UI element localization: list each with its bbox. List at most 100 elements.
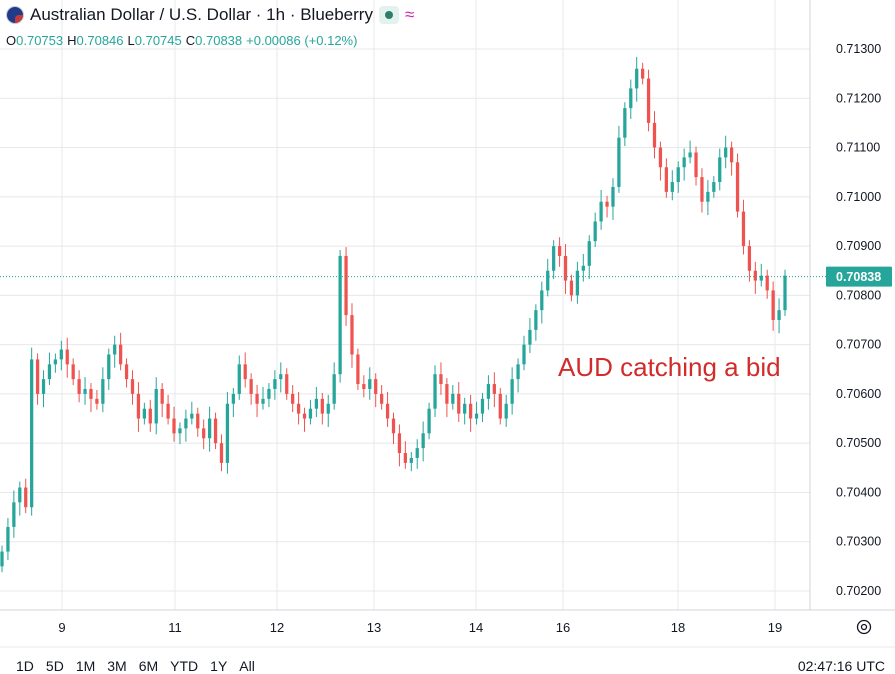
candle-body (332, 374, 336, 404)
range-3m-button[interactable]: 3M (107, 658, 127, 674)
candle-body (486, 384, 491, 399)
candle-body (225, 403, 230, 463)
candle-body (433, 374, 437, 409)
candle-body (0, 551, 4, 567)
candle-body (593, 221, 597, 242)
candle-body (184, 418, 188, 429)
candle-body (474, 413, 479, 419)
candle-body (504, 403, 508, 419)
range-1d-button[interactable]: 1D (16, 658, 34, 674)
candle-body (658, 147, 663, 168)
y-tick-label: 0.71100 (836, 141, 880, 155)
grid (0, 0, 810, 610)
candles (0, 56, 787, 573)
market-status-icon[interactable] (378, 6, 399, 24)
candle-body (368, 379, 372, 389)
ohlc-high: H0.70846 (67, 33, 124, 48)
candle-body (783, 275, 787, 311)
candle-body (540, 290, 544, 311)
range-1y-button[interactable]: 1Y (210, 658, 228, 674)
candle-body (747, 246, 752, 271)
candle-body (694, 152, 698, 178)
australia-flag-icon (6, 6, 24, 24)
candle-body (77, 379, 81, 394)
candle-body (107, 354, 111, 380)
symbol-title-row: Australian Dollar / U.S. Dollar · 1h · B… (6, 4, 414, 26)
candle-body (587, 241, 591, 266)
candle-body (101, 379, 105, 404)
y-tick-label: 0.70200 (836, 584, 881, 598)
candle-body (113, 344, 117, 355)
ohlc-low: L0.70745 (127, 33, 182, 48)
candle-body (291, 393, 295, 404)
candle-body (243, 364, 247, 380)
candle-body (380, 393, 384, 404)
y-tick-label: 0.70800 (836, 288, 881, 302)
candle-body (202, 428, 206, 439)
utc-clock[interactable]: 02:47:16 UTC (797, 658, 885, 674)
range-ytd-button[interactable]: YTD (170, 658, 199, 674)
range-5d-button[interactable]: 5D (45, 658, 64, 674)
candle-body (641, 68, 645, 79)
candle-body (124, 364, 129, 380)
candle-body (249, 379, 253, 394)
last-price-tag-bg (826, 266, 892, 287)
x-tick-label: 19 (768, 620, 782, 635)
candle-body (314, 398, 319, 409)
candle-body (142, 408, 146, 419)
settings-gear-icon[interactable] (855, 618, 873, 636)
y-tick-label: 0.70600 (836, 387, 881, 401)
candle-body (302, 413, 307, 419)
candle-body (457, 393, 461, 414)
ohlc-close: C0.70838 (185, 33, 243, 48)
candle-body (237, 364, 241, 394)
candle-body (759, 275, 763, 281)
y-tick-label: 0.70900 (836, 239, 881, 253)
data-provider-icon[interactable]: ≈ (404, 5, 415, 24)
candle-body (635, 68, 639, 89)
candle-body (729, 147, 734, 163)
candle-body (735, 162, 740, 212)
candle-body (439, 374, 443, 385)
candle-body (285, 374, 289, 394)
candle-body (279, 374, 283, 380)
candle-body (741, 211, 746, 247)
candle-body (356, 354, 360, 385)
candle-body (528, 329, 532, 345)
candle-body (534, 310, 538, 330)
candle-body (83, 388, 87, 394)
chart-footer: 1D 5D 1M 3M 6M YTD 1Y All 02:47:16 UTC (0, 650, 895, 674)
candle-body (403, 453, 407, 463)
candle-body (350, 315, 354, 355)
candle-body (712, 182, 716, 192)
candle-body (362, 384, 366, 389)
last-price-tag-text: 0.70838 (836, 270, 881, 284)
candle-body (510, 379, 514, 404)
candle-body (219, 443, 224, 463)
candle-body (136, 393, 141, 419)
candle-body (261, 398, 265, 404)
candle-body (700, 177, 704, 202)
x-tick-label: 12 (270, 620, 284, 635)
candle-body (308, 408, 313, 419)
chart-header: Australian Dollar / U.S. Dollar · 1h · B… (0, 0, 895, 56)
candle-body (724, 147, 728, 158)
range-6m-button[interactable]: 6M (138, 658, 159, 674)
candle-body (682, 157, 686, 168)
range-1m-button[interactable]: 1M (75, 658, 96, 674)
candle-body (546, 270, 550, 291)
candle-body (688, 152, 692, 158)
symbol-title[interactable]: Australian Dollar / U.S. Dollar · 1h · B… (30, 5, 373, 24)
candle-body (563, 255, 568, 281)
candle-body (391, 418, 396, 434)
candle-body (451, 393, 455, 404)
candle-body (154, 388, 158, 424)
candle-body (765, 275, 769, 291)
x-tick-label: 16 (556, 620, 570, 635)
candle-body (498, 393, 502, 419)
candle-body (119, 344, 123, 365)
candle-body (516, 364, 520, 380)
range-all-button[interactable]: All (239, 658, 255, 674)
